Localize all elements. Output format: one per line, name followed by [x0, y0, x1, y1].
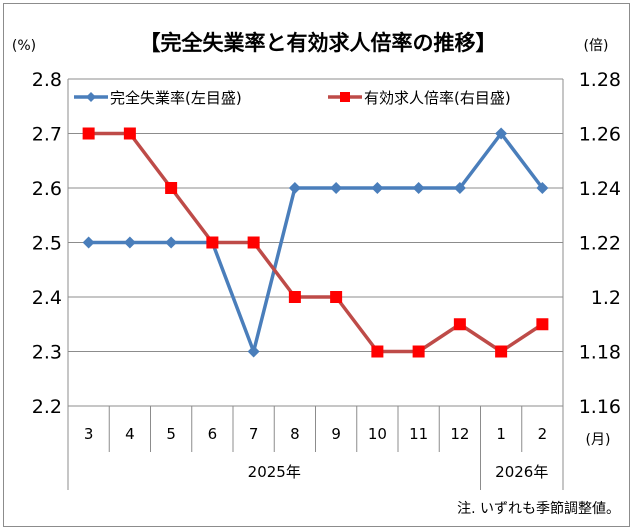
x-tick-label: 9	[331, 425, 341, 443]
data-point	[495, 345, 508, 358]
x-tick-label: 6	[208, 425, 218, 443]
series-line	[88, 131, 544, 354]
data-point	[371, 345, 384, 358]
data-point	[536, 318, 549, 331]
data-point	[165, 182, 178, 194]
x-tick-label: 10	[368, 425, 387, 443]
data-point	[453, 318, 466, 331]
x-tick-label: 3	[84, 425, 94, 443]
year-label: 2026年	[495, 463, 548, 481]
data-point	[288, 182, 301, 194]
legend-marker	[340, 92, 350, 102]
data-point	[371, 182, 384, 194]
data-point	[412, 345, 425, 358]
year-label: 2025年	[248, 463, 301, 481]
legend-label: 有効求人倍率(右目盛)	[364, 89, 511, 107]
month-unit: (月)	[586, 432, 611, 448]
chart-title: 【完全失業率と有効求人倍率の推移】	[140, 31, 497, 55]
right-tick-label: 1.16	[579, 396, 621, 418]
left-axis-unit: (%)	[12, 38, 36, 54]
left-tick-label: 2.6	[32, 178, 62, 200]
series-lines	[88, 131, 544, 354]
data-point	[123, 127, 136, 140]
left-tick-label: 2.8	[32, 69, 62, 91]
x-tick-label: 7	[249, 425, 259, 443]
x-tick-label: 2	[538, 425, 548, 443]
data-point	[288, 291, 301, 303]
left-tick-label: 2.4	[32, 287, 62, 309]
data-point	[330, 291, 343, 303]
series-line	[88, 131, 544, 354]
right-axis-unit: (倍)	[584, 38, 609, 54]
series-markers	[82, 127, 549, 358]
data-point	[330, 182, 343, 194]
legend-marker	[86, 92, 96, 102]
left-tick-label: 2.7	[32, 124, 62, 146]
data-point	[412, 182, 425, 194]
right-tick-label: 1.22	[579, 233, 621, 255]
data-point	[206, 236, 219, 249]
x-tick-label: 8	[290, 425, 300, 443]
data-point	[165, 236, 178, 249]
data-point	[247, 236, 260, 249]
axes: 2.2 1.16 2.3 1.18 2.4 1.2 2.5 1.22 2.6 1.24 2.7 1.2…	[32, 69, 621, 490]
x-tick-label: 11	[409, 425, 428, 443]
left-tick-label: 2.5	[32, 233, 62, 255]
right-tick-label: 1.28	[579, 69, 621, 91]
right-tick-label: 1.24	[579, 178, 621, 200]
data-point	[536, 182, 549, 194]
data-point	[82, 127, 95, 140]
left-tick-label: 2.2	[32, 396, 62, 418]
data-point	[453, 182, 466, 194]
left-tick-label: 2.3	[32, 342, 62, 364]
footnote: 注. いずれも季節調整値。	[457, 500, 620, 517]
x-tick-label: 1	[496, 425, 506, 443]
x-tick-label: 12	[450, 425, 469, 443]
right-tick-label: 1.26	[579, 124, 621, 146]
right-tick-label: 1.2	[591, 287, 621, 309]
legend-label: 完全失業率(左目盛)	[110, 89, 242, 107]
right-tick-label: 1.18	[579, 342, 621, 364]
x-tick-label: 5	[166, 425, 176, 443]
data-point	[247, 345, 260, 358]
data-point	[82, 236, 95, 249]
data-point	[495, 127, 508, 140]
legend: 完全失業率(左目盛) 有効求人倍率(右目盛)	[74, 89, 511, 107]
chart-frame	[3, 3, 630, 527]
x-tick-label: 4	[125, 425, 135, 443]
data-point	[123, 236, 136, 249]
